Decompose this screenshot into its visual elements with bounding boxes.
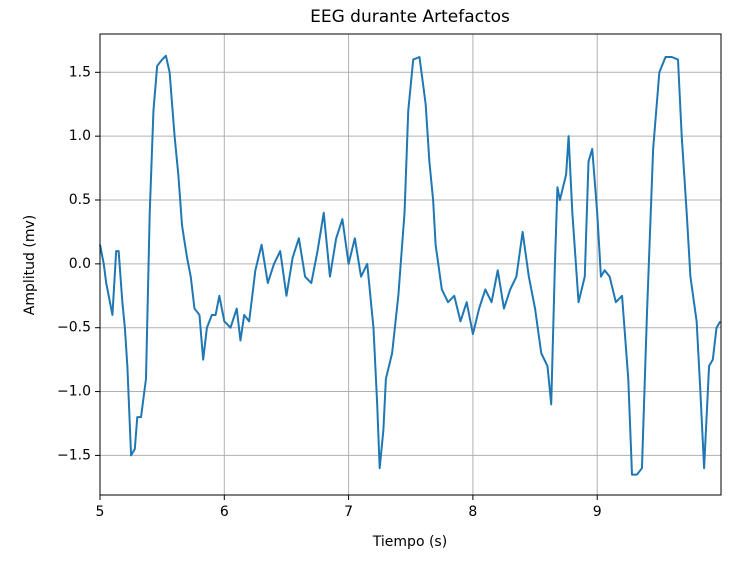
data-line	[99, 54, 722, 476]
x-tick-label: 5	[96, 504, 105, 520]
x-tick-label: 7	[344, 504, 353, 520]
y-tick-label: 1.0	[69, 128, 91, 144]
y-axis-label: Amplitud (mv)	[22, 215, 38, 315]
x-tick-label: 9	[593, 504, 602, 520]
chart-title: EEG durante Artefactos	[310, 7, 510, 27]
y-tick-label: 0.5	[69, 192, 91, 208]
y-tick-label: 0.0	[69, 256, 91, 272]
x-axis-label: Tiempo (s)	[372, 534, 447, 550]
x-tick-label: 8	[468, 504, 477, 520]
y-tick-label: −0.5	[57, 320, 91, 336]
plot-frame	[99, 33, 722, 496]
y-tick-label: −1.5	[57, 447, 91, 463]
y-tick-label: −1.0	[57, 384, 91, 400]
y-tick-label: 1.5	[69, 64, 91, 80]
x-tick-label: 6	[220, 504, 229, 520]
